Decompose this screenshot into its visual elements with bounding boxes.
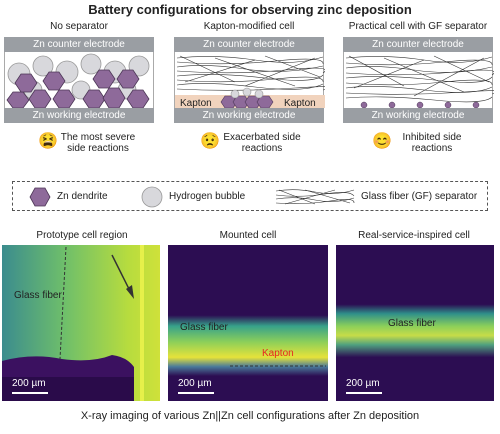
counter-electrode: Zn counter electrode <box>174 37 324 52</box>
dendrite-icon <box>29 187 51 207</box>
legend-box: Zn dendrite Hydrogen bubble Glass fiber … <box>12 181 488 211</box>
xray-title: Prototype cell region <box>36 230 128 241</box>
xray-title: Mounted cell <box>219 230 277 241</box>
xray-image <box>168 245 328 401</box>
panel-title: Kapton-modified cell <box>203 21 295 32</box>
xray-fiber-label: Glass fiber <box>14 290 62 301</box>
distressed-face-icon: 😫 <box>38 133 58 150</box>
glass-fiber-icon <box>275 189 355 205</box>
xray-image <box>2 245 160 401</box>
counter-electrode: Zn counter electrode <box>343 37 493 52</box>
worried-face-icon: 😟 <box>200 133 220 150</box>
panel-title: No separator <box>50 21 108 32</box>
reaction-text: Inhibited side reactions <box>402 132 462 154</box>
reaction-text: Exacerbated side reactions <box>223 132 301 154</box>
kapton-label-left: Kapton <box>180 98 212 109</box>
xray-title: Real-service-inspired cell <box>358 230 470 241</box>
panel-title: Practical cell with GF separator <box>348 21 488 32</box>
cell-chamber <box>4 52 154 109</box>
glass-fiber-graphic <box>175 55 335 109</box>
working-electrode: Zn working electrode <box>174 108 324 123</box>
scale-bar-label: 200 µm <box>178 378 212 389</box>
figure-title: Battery configurations for observing zin… <box>88 2 412 17</box>
kapton-label-right: Kapton <box>284 98 316 109</box>
legend-bubble-label: Hydrogen bubble <box>169 191 246 202</box>
legend-gf-label: Glass fiber (GF) separator <box>361 191 478 202</box>
xray-fiber-label: Glass fiber <box>388 318 436 329</box>
xray-kapton-label: Kapton <box>262 348 294 359</box>
cell-chamber <box>343 52 500 109</box>
counter-electrode: Zn counter electrode <box>4 37 154 52</box>
figure-caption: X-ray imaging of various Zn||Zn cell con… <box>80 410 420 422</box>
smiling-face-icon: 😊 <box>372 133 392 150</box>
reaction-text: The most severe side reactions <box>60 132 136 154</box>
working-electrode: Zn working electrode <box>343 108 493 123</box>
dendrites-bubbles-graphic <box>6 53 150 109</box>
glass-fiber-graphic <box>345 55 500 109</box>
scale-bar-label: 200 µm <box>346 378 380 389</box>
cell-chamber <box>174 52 335 109</box>
scale-bar-label: 200 µm <box>12 378 46 389</box>
working-electrode: Zn working electrode <box>4 108 154 123</box>
legend-dendrite-label: Zn dendrite <box>57 191 108 202</box>
bubble-icon <box>141 186 163 208</box>
xray-image <box>336 245 494 401</box>
xray-fiber-label: Glass fiber <box>180 322 228 333</box>
